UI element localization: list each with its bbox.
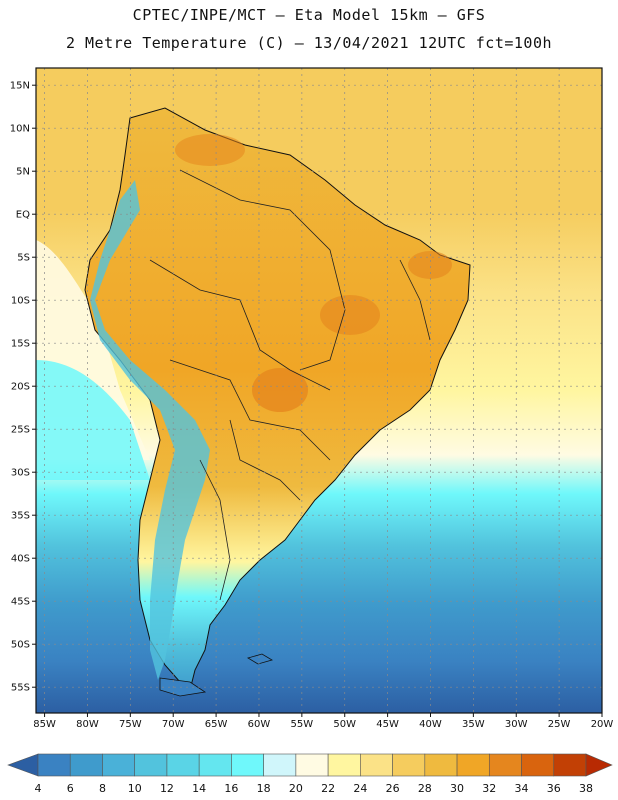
lon-label: 70W — [162, 719, 185, 730]
lon-label: 55W — [291, 719, 314, 730]
legend-swatch — [37, 753, 71, 777]
lon-label: 20W — [591, 719, 614, 730]
legend-label: 8 — [99, 782, 106, 795]
lat-label: 15N — [10, 81, 30, 92]
hot-spot-northeast — [408, 251, 452, 279]
legend-arrow-high — [585, 753, 613, 777]
legend-swatch — [456, 753, 490, 777]
lat-label: 10S — [11, 296, 30, 307]
map-title-line-1: CPTEC/INPE/MCT – Eta Model 15km – GFS — [132, 6, 486, 24]
color-legend: 4 6 8 10 12 14 16 18 20 22 24 26 28 30 32 34 36 38 — [7, 753, 613, 795]
lon-label: 50W — [333, 719, 356, 730]
hot-spot-chaco — [252, 368, 308, 412]
legend-label: 6 — [67, 782, 74, 795]
lon-label: 30W — [505, 719, 528, 730]
lon-label: 85W — [33, 719, 56, 730]
lon-label: 40W — [419, 719, 442, 730]
legend-label: 22 — [321, 782, 335, 795]
map-title-line-2: 2 Metre Temperature (C) – 13/04/2021 12U… — [65, 34, 553, 52]
lat-label: 25S — [11, 425, 30, 436]
temperature-map: 15N 10N 5N EQ 5S 10S 15S 20S 25S 30S 35S 40S 45S 50S 5… — [10, 67, 614, 730]
lat-label: 5S — [17, 253, 30, 264]
hot-spot-north — [175, 134, 245, 166]
lat-label: 10N — [10, 124, 30, 135]
legend-swatch — [327, 753, 361, 777]
country-borders — [149, 169, 431, 601]
graticule — [36, 68, 603, 713]
legend-label: 20 — [289, 782, 303, 795]
legend-label: 32 — [482, 782, 496, 795]
legend-swatch — [198, 753, 232, 777]
lat-label: EQ — [16, 210, 30, 221]
hot-spot-central-brazil — [320, 295, 380, 335]
pacific-cold-water — [36, 360, 150, 480]
legend-label: 34 — [515, 782, 529, 795]
legend-label: 12 — [160, 782, 174, 795]
legend-swatch — [134, 753, 168, 777]
legend-arrow-low — [7, 753, 39, 777]
legend-swatch — [360, 753, 393, 777]
legend-label: 38 — [579, 782, 593, 795]
legend-label: 14 — [192, 782, 206, 795]
lon-label: 65W — [205, 719, 228, 730]
lon-label: 80W — [76, 719, 99, 730]
legend-label: 16 — [224, 782, 238, 795]
lon-label: 60W — [248, 719, 271, 730]
legend-label: 18 — [257, 782, 271, 795]
lat-label: 40S — [11, 554, 30, 565]
legend-label: 28 — [418, 782, 432, 795]
lon-label: 45W — [376, 719, 399, 730]
tierra-del-fuego — [159, 677, 207, 697]
axis-ticks: 15N 10N 5N EQ 5S 10S 15S 20S 25S 30S 35S 40S 45S 50S 5… — [10, 81, 614, 730]
lat-label: 50S — [11, 640, 30, 651]
andes-cold-ridge — [90, 180, 210, 680]
lat-label: 20S — [11, 382, 30, 393]
legend-swatch — [69, 753, 103, 777]
legend-label: 4 — [35, 782, 42, 795]
legend-swatch — [295, 753, 329, 777]
lat-label: 5N — [16, 167, 30, 178]
lat-label: 15S — [11, 339, 30, 350]
legend-swatch — [263, 753, 297, 777]
lon-label: 25W — [548, 719, 571, 730]
legend-label: 24 — [353, 782, 367, 795]
lat-label: 30S — [11, 468, 30, 479]
legend-label: 30 — [450, 782, 464, 795]
map-frame — [35, 67, 603, 714]
legend-swatch — [488, 753, 522, 777]
legend-swatch — [392, 753, 426, 777]
legend-label: 36 — [547, 782, 561, 795]
lon-label: 75W — [119, 719, 142, 730]
legend-label: 10 — [128, 782, 142, 795]
lat-label: 45S — [11, 597, 30, 608]
legend-swatch — [166, 753, 200, 777]
legend-swatch — [231, 753, 264, 777]
falkland-islands — [247, 653, 273, 665]
lon-label: 35W — [462, 719, 485, 730]
legend-swatch — [102, 753, 136, 777]
lat-label: 35S — [11, 511, 30, 522]
legend-swatch — [521, 753, 555, 777]
legend-label: 26 — [386, 782, 400, 795]
legend-swatch — [553, 753, 587, 777]
lat-label: 55S — [11, 683, 30, 694]
legend-swatch — [424, 753, 458, 777]
